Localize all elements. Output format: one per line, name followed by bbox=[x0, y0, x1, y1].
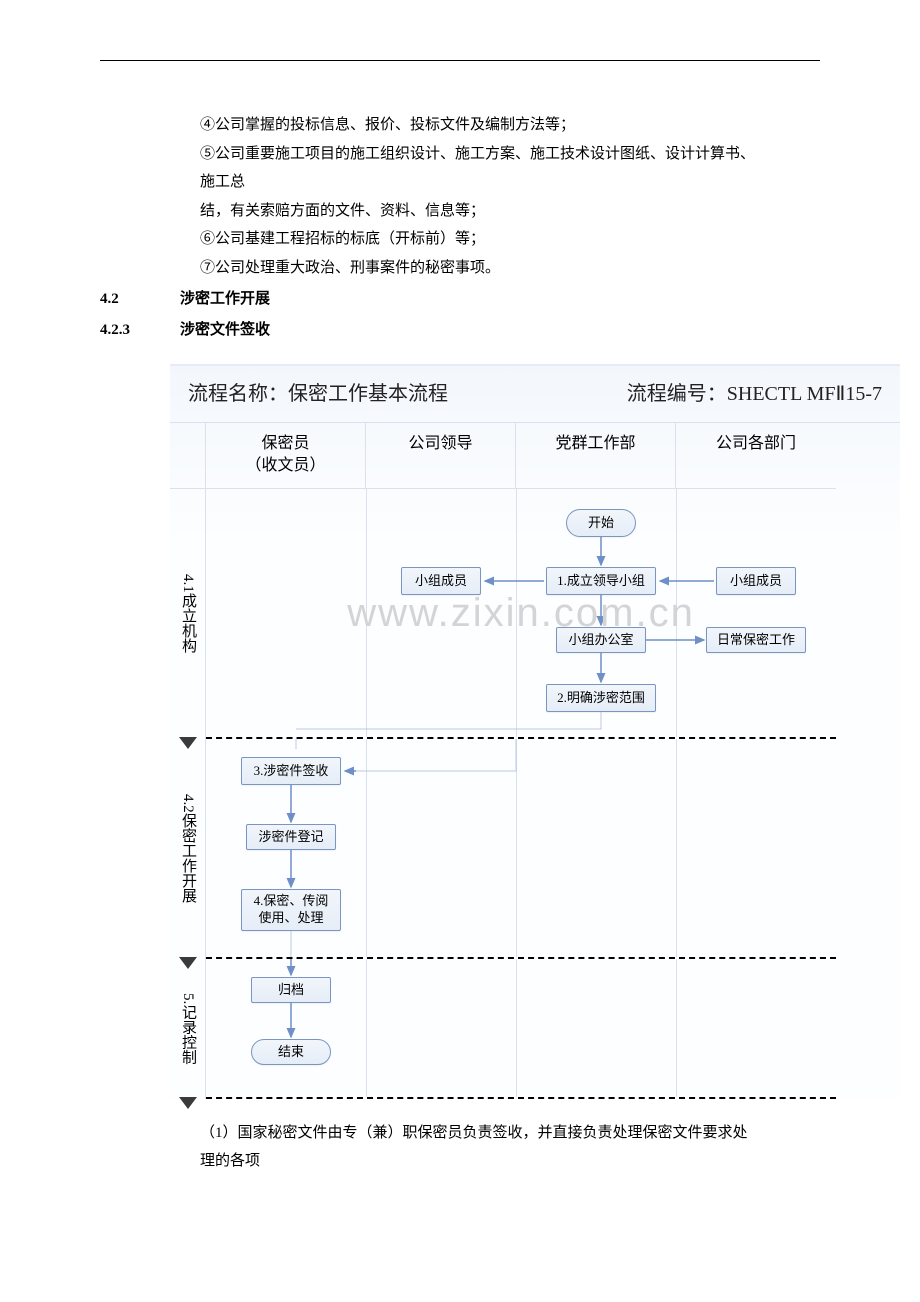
section-number: 4.2.3 bbox=[100, 317, 150, 344]
flow-title-left: 流程名称：保密工作基本流程 bbox=[188, 376, 448, 412]
body-line: 施工总 bbox=[200, 168, 820, 197]
col-divider bbox=[676, 489, 677, 737]
row-label-4.1: 4.1成立机构 bbox=[170, 489, 206, 739]
node-4-line1: 4.保密、传阅 bbox=[254, 893, 329, 910]
node-3-signin: 3.涉密件签收 bbox=[241, 757, 341, 785]
section-title: 涉密工作开展 bbox=[180, 286, 270, 313]
col-divider bbox=[366, 489, 367, 737]
col-header-1: 保密员 （收文员） bbox=[206, 423, 366, 489]
col-header-label: 保密员 bbox=[261, 435, 309, 452]
col-divider bbox=[366, 959, 367, 1097]
footer-text-block: （1）国家秘密文件由专（兼）职保密员负责签收，并直接负责处理保密文件要求处 理的… bbox=[100, 1119, 820, 1176]
row-label-4.2: 4.2保密工作开展 bbox=[170, 739, 206, 959]
row-label-text: 4.2保密工作开展 bbox=[174, 794, 201, 903]
flow-column-headers: 保密员 （收文员） 公司领导 党群工作部 公司各部门 bbox=[206, 423, 836, 489]
header-blank bbox=[170, 423, 206, 489]
body-line: ⑥公司基建工程招标的标底（开标前）等； bbox=[200, 225, 820, 254]
node-member-left: 小组成员 bbox=[401, 567, 481, 595]
section-4.2.3: 4.2.3 涉密文件签收 bbox=[100, 317, 820, 344]
arrow-layer-1 bbox=[206, 489, 836, 737]
row-label-5: 5.记录控制 bbox=[170, 959, 206, 1099]
col-header-4: 公司各部门 bbox=[676, 423, 836, 489]
flowchart-title-bar: 流程名称：保密工作基本流程 流程编号：SHECTL MFⅡ15-7 bbox=[170, 366, 900, 423]
node-4-handle: 4.保密、传阅 使用、处理 bbox=[241, 889, 341, 931]
col-divider bbox=[516, 739, 517, 957]
row-label-text: 4.1成立机构 bbox=[174, 574, 201, 653]
section-title: 涉密文件签收 bbox=[180, 317, 270, 344]
body-line: ⑦公司处理重大政治、刑事案件的秘密事项。 bbox=[200, 254, 820, 283]
body-line: ⑤公司重要施工项目的施工组织设计、施工方案、施工技术设计图纸、设计计算书、 bbox=[200, 140, 820, 169]
col-divider bbox=[676, 959, 677, 1097]
col-header-2: 公司领导 bbox=[366, 423, 516, 489]
body-line: 结，有关索赔方面的文件、资料、信息等； bbox=[200, 197, 820, 226]
node-start: 开始 bbox=[566, 509, 636, 537]
col-divider bbox=[516, 489, 517, 737]
col-header-sublabel: （收文员） bbox=[245, 457, 325, 474]
body-line: ④公司掌握的投标信息、报价、投标文件及编制方法等； bbox=[200, 111, 820, 140]
body-text-block: ④公司掌握的投标信息、报价、投标文件及编制方法等； ⑤公司重要施工项目的施工组织… bbox=[100, 111, 820, 282]
col-header-3: 党群工作部 bbox=[516, 423, 676, 489]
node-register: 涉密件登记 bbox=[246, 824, 336, 850]
row-content-2: 3.涉密件签收 涉密件登记 4.保密、传阅 使用、处理 bbox=[206, 739, 836, 959]
node-office: 小组办公室 bbox=[556, 627, 646, 653]
node-daily: 日常保密工作 bbox=[706, 627, 806, 653]
node-2-scope: 2.明确涉密范围 bbox=[546, 684, 656, 712]
footer-line: 理的各项 bbox=[200, 1147, 820, 1176]
section-4.2: 4.2 涉密工作开展 bbox=[100, 286, 820, 313]
node-1-leadership: 1.成立领导小组 bbox=[546, 567, 656, 595]
node-end: 结束 bbox=[251, 1039, 331, 1065]
flowchart: 流程名称：保密工作基本流程 流程编号：SHECTL MFⅡ15-7 保密员 （收… bbox=[170, 364, 900, 1099]
footer-line: （1）国家秘密文件由专（兼）职保密员负责签收，并直接负责处理保密文件要求处 bbox=[200, 1119, 820, 1148]
flow-title-right: 流程编号：SHECTL MFⅡ15-7 bbox=[627, 376, 882, 412]
node-member-right: 小组成员 bbox=[716, 567, 796, 595]
row-label-text: 5.记录控制 bbox=[174, 993, 201, 1064]
node-archive: 归档 bbox=[251, 977, 331, 1003]
page-top-rule bbox=[100, 60, 820, 61]
row-content-3: 归档 结束 bbox=[206, 959, 836, 1099]
col-divider bbox=[676, 739, 677, 957]
col-divider bbox=[516, 959, 517, 1097]
row-content-1: www.zixin.com.cn 开始 1.成立领导小组 小组成员 小组成员 小… bbox=[206, 489, 836, 739]
col-divider bbox=[366, 739, 367, 957]
section-number: 4.2 bbox=[100, 286, 150, 313]
node-4-line2: 使用、处理 bbox=[254, 910, 329, 927]
